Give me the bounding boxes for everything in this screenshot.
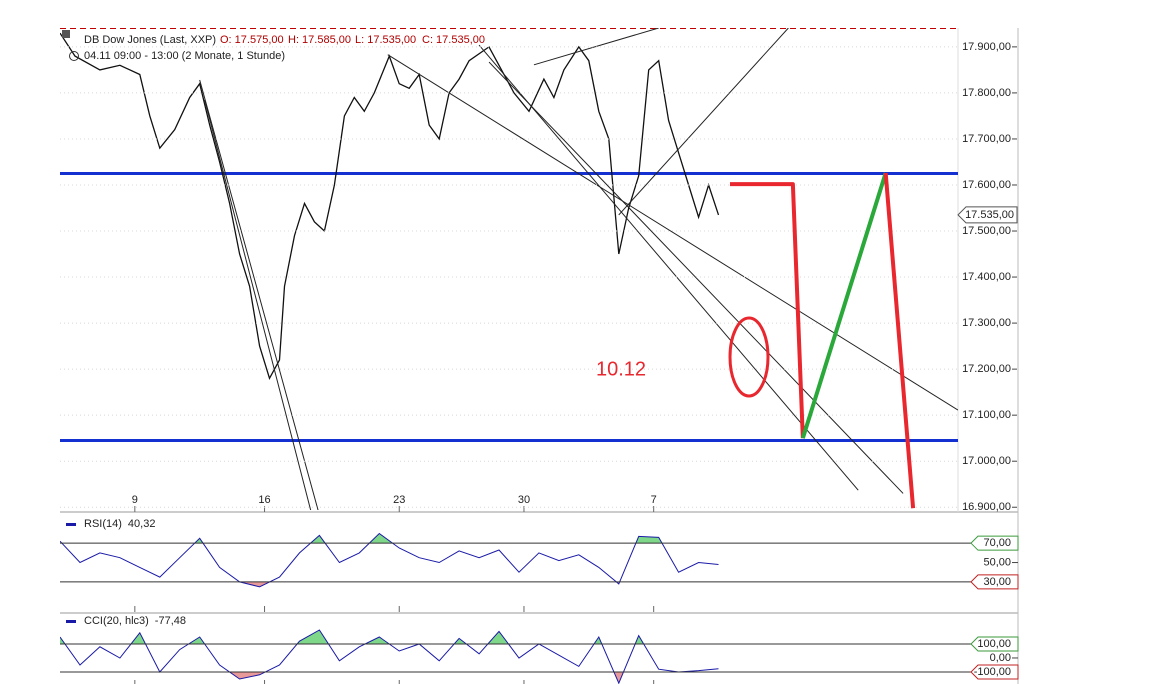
x-tick-label: 9 (132, 494, 138, 506)
y-tick-label: 100,00 (977, 638, 1011, 650)
y-tick-label: 17.900,00 (962, 41, 1011, 53)
panel-label: RSI(14) (84, 518, 122, 530)
scenario-line (883, 172, 916, 509)
plot-area (60, 532, 719, 588)
header-high: H: 17.585,00 (288, 34, 351, 46)
y-tick-label: 17.600,00 (962, 179, 1011, 191)
y-tick-label: 17.100,00 (962, 409, 1011, 421)
y-tick-label: -100,00 (974, 666, 1011, 678)
x-tick-label: 16 (258, 494, 270, 506)
level-box (970, 535, 1019, 551)
y-tick-label: 70,00 (983, 537, 1011, 549)
x-tick-label: 30 (518, 494, 530, 506)
level-box (970, 574, 1019, 590)
header-close: C: 17.535,00 (422, 34, 485, 46)
highlight-ellipse (728, 316, 770, 398)
y-tick-label: 17.000,00 (962, 455, 1011, 467)
scenario-line (800, 172, 888, 439)
x-tick-label: 23 (393, 494, 405, 506)
scenario-line (730, 182, 805, 439)
panel-label: CCI(20, hlc3) (84, 615, 149, 627)
y-tick-label: 17.500,00 (962, 225, 1011, 237)
trendline (204, 99, 312, 510)
level-box (970, 664, 1019, 680)
legend-swatch (66, 620, 76, 623)
level-box (970, 636, 1019, 652)
y-tick-label: 17.700,00 (962, 133, 1011, 145)
trendline (488, 61, 904, 494)
plot-area (60, 28, 958, 510)
last-price-box (957, 206, 1018, 224)
header-low: L: 17.535,00 (355, 34, 416, 46)
data-line (60, 32, 720, 380)
x-tick-label: 7 (651, 494, 657, 506)
header-open: O: 17.575,00 (220, 34, 284, 46)
panel: 9 16 23 30 7 17.900,00 17.800,00 17.700,00 17.60… (60, 28, 1018, 513)
data-line (60, 532, 719, 588)
y-tick-label: 17.800,00 (962, 87, 1011, 99)
y-tick-label: 30,00 (983, 576, 1011, 588)
y-tick-label: 17.400,00 (962, 271, 1011, 283)
legend-swatch (66, 523, 76, 526)
trendline (199, 79, 319, 510)
panel-last-value: -77,48 (155, 615, 186, 627)
header-title: DB Dow Jones (Last, XXP) (84, 34, 216, 46)
y-tick-label: 17.300,00 (962, 317, 1011, 329)
y-tick-label: 0,00 (990, 652, 1011, 664)
panel: 70,00 50,00 30,00 RSI(14) 40,32 (60, 518, 1019, 612)
trendline (618, 28, 789, 216)
trendline (478, 44, 859, 491)
y-tick-label: 17.200,00 (962, 363, 1011, 375)
last-price-label: 17.535,00 (965, 209, 1014, 221)
trendline (387, 54, 958, 411)
panel-last-value: 40,32 (128, 518, 156, 530)
clock-icon (69, 51, 79, 61)
annotation: 10.12 (596, 358, 646, 380)
icon (62, 30, 70, 38)
header-period: 04.11 09:00 - 13:00 (2 Monate, 1 Stunde) (84, 50, 285, 62)
y-tick-label: 50,00 (983, 556, 1011, 568)
header: DB Dow Jones (Last, XXP) O: 17.575,00 H:… (62, 30, 485, 62)
panel: 100,00 0,00 -100,00 CCI(20, hlc3) -77,48 (60, 615, 1019, 684)
y-tick-label: 16.900,00 (962, 501, 1011, 513)
